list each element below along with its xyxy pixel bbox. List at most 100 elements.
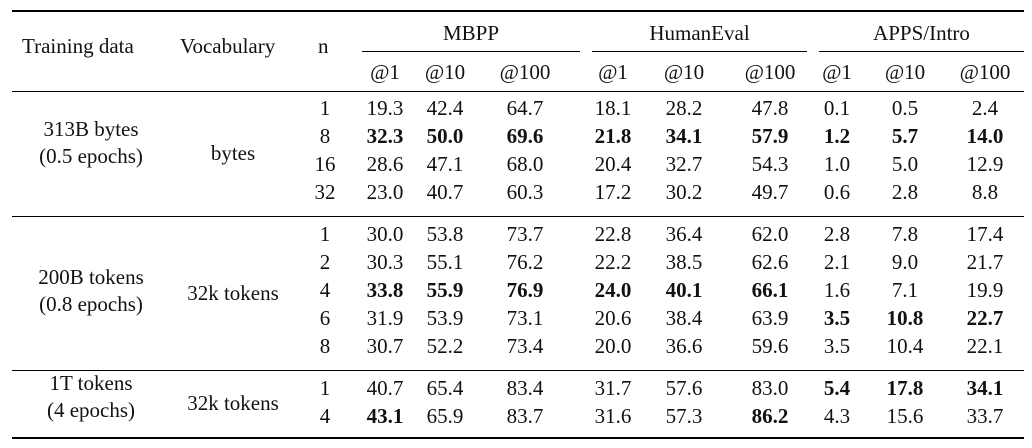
score-cell: 73.7 xyxy=(506,222,544,246)
training-data-line: (0.8 epochs) xyxy=(39,292,143,316)
score-cell: 10.4 xyxy=(886,334,924,358)
n-cell: 32 xyxy=(314,180,336,204)
score-cell: 0.6 xyxy=(823,180,851,204)
score-cell: 76.9 xyxy=(506,278,544,302)
score-cell: 1.6 xyxy=(823,278,851,302)
score-cell: 40.1 xyxy=(665,278,703,302)
score-cell: 63.9 xyxy=(751,306,789,330)
score-cell: 24.0 xyxy=(594,278,632,302)
score-cell: 62.6 xyxy=(751,250,789,274)
score-cell: 57.3 xyxy=(665,404,703,428)
score-cell: 49.7 xyxy=(751,180,789,204)
score-cell: 28.6 xyxy=(366,152,404,176)
score-cell: 54.3 xyxy=(751,152,789,176)
score-cell: 83.4 xyxy=(506,376,544,400)
k-label-mbpp-0: @1 xyxy=(370,60,400,84)
score-cell: 62.0 xyxy=(751,222,789,246)
n-cell: 6 xyxy=(319,306,331,330)
score-cell: 18.1 xyxy=(594,96,632,120)
score-cell: 1.2 xyxy=(823,124,851,148)
score-cell: 47.8 xyxy=(751,96,789,120)
score-cell: 31.7 xyxy=(594,376,632,400)
score-cell: 31.9 xyxy=(366,306,404,330)
k-label-humaneval-2: @100 xyxy=(744,60,796,84)
n-cell: 16 xyxy=(314,152,336,176)
k-label-apps-0: @1 xyxy=(822,60,852,84)
score-cell: 2.8 xyxy=(891,180,919,204)
score-cell: 22.1 xyxy=(966,334,1004,358)
training-data-cell: 313B bytes (0.5 epochs) xyxy=(12,116,170,170)
score-cell: 17.4 xyxy=(966,222,1004,246)
score-cell: 3.5 xyxy=(823,334,851,358)
header-mbpp: MBPP xyxy=(442,21,500,45)
score-cell: 36.6 xyxy=(665,334,703,358)
training-data-line: 200B tokens xyxy=(38,265,144,289)
score-cell: 69.6 xyxy=(506,124,544,148)
n-cell: 1 xyxy=(319,222,331,246)
score-cell: 83.0 xyxy=(751,376,789,400)
score-cell: 22.7 xyxy=(966,306,1004,330)
score-cell: 65.4 xyxy=(426,376,464,400)
score-cell: 15.6 xyxy=(886,404,924,428)
score-cell: 30.0 xyxy=(366,222,404,246)
training-data-cell: 1T tokens (4 epochs) xyxy=(12,370,170,424)
score-cell: 30.3 xyxy=(366,250,404,274)
score-cell: 57.9 xyxy=(751,124,789,148)
score-cell: 19.9 xyxy=(966,278,1004,302)
group-rule-1 xyxy=(12,216,1024,217)
n-cell: 1 xyxy=(319,376,331,400)
k-label-mbpp-2: @100 xyxy=(499,60,551,84)
score-cell: 20.0 xyxy=(594,334,632,358)
mbpp-cmidrule xyxy=(362,51,580,52)
score-cell: 83.7 xyxy=(506,404,544,428)
score-cell: 19.3 xyxy=(366,96,404,120)
score-cell: 5.4 xyxy=(823,376,851,400)
score-cell: 53.9 xyxy=(426,306,464,330)
score-cell: 30.7 xyxy=(366,334,404,358)
score-cell: 22.2 xyxy=(594,250,632,274)
score-cell: 57.6 xyxy=(665,376,703,400)
training-data-line: 1T tokens xyxy=(49,371,133,395)
training-data-cell: 200B tokens (0.8 epochs) xyxy=(12,264,170,318)
score-cell: 28.2 xyxy=(665,96,703,120)
n-cell: 1 xyxy=(319,96,331,120)
score-cell: 73.4 xyxy=(506,334,544,358)
score-cell: 9.0 xyxy=(891,250,919,274)
n-cell: 8 xyxy=(319,334,331,358)
score-cell: 47.1 xyxy=(426,152,464,176)
score-cell: 30.2 xyxy=(665,180,703,204)
score-cell: 50.0 xyxy=(426,124,464,148)
score-cell: 86.2 xyxy=(751,404,789,428)
vocabulary-cell: 32k tokens xyxy=(187,391,279,415)
k-label-humaneval-0: @1 xyxy=(598,60,628,84)
training-data-line: (4 epochs) xyxy=(46,398,136,422)
score-cell: 5.7 xyxy=(891,124,919,148)
score-cell: 7.8 xyxy=(891,222,919,246)
k-label-apps-2: @100 xyxy=(959,60,1011,84)
score-cell: 17.8 xyxy=(886,376,924,400)
score-cell: 20.6 xyxy=(594,306,632,330)
n-cell: 4 xyxy=(319,404,331,428)
score-cell: 2.1 xyxy=(823,250,851,274)
score-cell: 66.1 xyxy=(751,278,789,302)
score-cell: 64.7 xyxy=(506,96,544,120)
n-cell: 8 xyxy=(319,124,331,148)
k-label-humaneval-1: @10 xyxy=(663,60,705,84)
bottom-rule xyxy=(12,437,1024,439)
header-apps-intro: APPS/Intro xyxy=(873,21,970,45)
score-cell: 65.9 xyxy=(426,404,464,428)
score-cell: 76.2 xyxy=(506,250,544,274)
score-cell: 21.8 xyxy=(594,124,632,148)
score-cell: 60.3 xyxy=(506,180,544,204)
score-cell: 22.8 xyxy=(594,222,632,246)
k-label-mbpp-1: @10 xyxy=(424,60,466,84)
score-cell: 5.0 xyxy=(891,152,919,176)
score-cell: 20.4 xyxy=(594,152,632,176)
score-cell: 4.3 xyxy=(823,404,851,428)
score-cell: 52.2 xyxy=(426,334,464,358)
results-table: Training data Vocabulary n MBPP HumanEva… xyxy=(12,0,1024,448)
header-vocabulary: Vocabulary xyxy=(180,34,276,58)
score-cell: 32.3 xyxy=(366,124,404,148)
score-cell: 2.4 xyxy=(971,96,999,120)
score-cell: 68.0 xyxy=(506,152,544,176)
